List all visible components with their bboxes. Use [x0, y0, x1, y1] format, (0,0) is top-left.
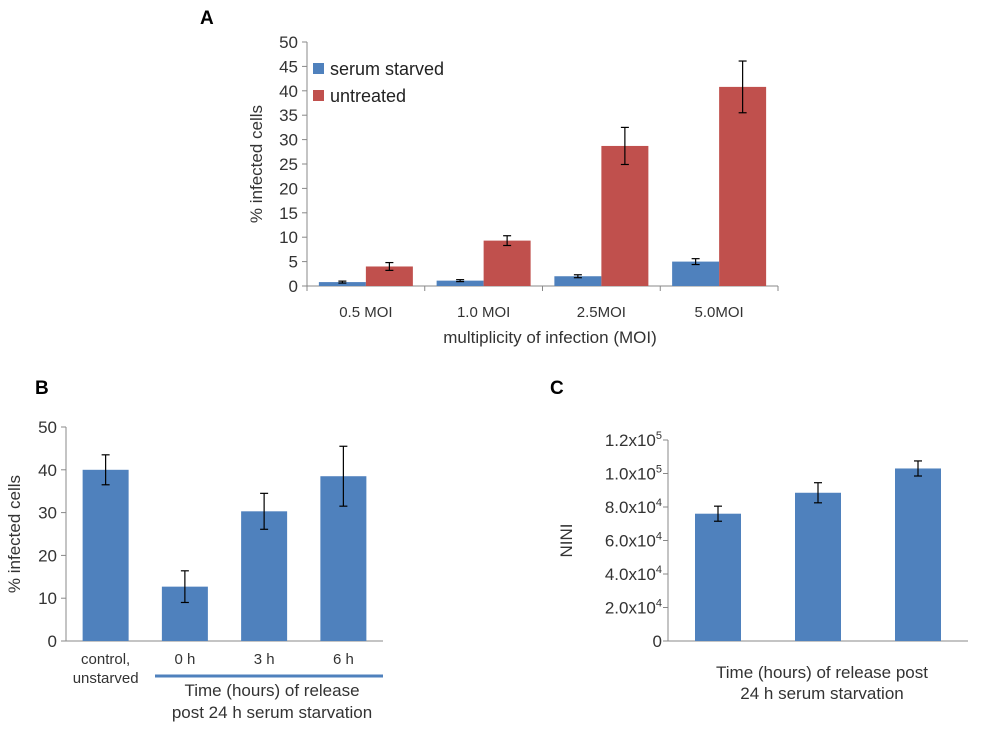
panel-b-bar: [82, 469, 129, 641]
panel-b-y-tick-label: 0: [48, 632, 57, 651]
panel-a-legend-swatch: [313, 90, 324, 101]
panel-b-y-tick-label: 10: [38, 589, 57, 608]
panel-b-y-tick-label: 30: [38, 504, 57, 523]
panel-c-bar: [895, 468, 941, 641]
panel-a-y-tick-label: 15: [279, 204, 298, 223]
panel-a-bar: [318, 282, 366, 286]
panel-b-y-tick-label: 50: [38, 418, 57, 437]
panel-c-chart: 0 2.0x104 4.0x104 6.0x104 8.0x104 1.0x105 1.2x…: [557, 430, 968, 703]
panel-a-y-axis-title: % infected cells: [247, 105, 266, 223]
panel-a-y-tick-label: 5: [289, 253, 298, 272]
panel-c-bar: [795, 492, 841, 641]
panel-c-y-tick-label: 2.0x104: [605, 598, 662, 618]
panel-c-y-tick-label: 8.0x104: [605, 497, 662, 517]
panel-a-bar: [483, 240, 531, 286]
panel-c-bar: [695, 513, 741, 641]
panel-a-legend-label: serum starved: [330, 59, 444, 79]
panel-a-y-tick-label: 10: [279, 228, 298, 247]
panel-a-bar: [554, 276, 602, 286]
panel-b-group-label: Time (hours) of release post 24 h serum s…: [172, 681, 372, 722]
panel-a-x-tick-label: 5.0MOI: [695, 304, 744, 321]
panel-a-bar: [365, 266, 413, 286]
panel-b-x-tick-label: control, unstarved: [73, 651, 139, 687]
panel-b-x-tick-label: 0 h: [174, 651, 195, 668]
panel-a-bar: [719, 86, 767, 287]
panel-b-y-tick-label: 40: [38, 461, 57, 480]
panel-c-x-axis-title: Time (hours) of release post 24 h serum s…: [716, 663, 928, 703]
panel-a-x-tick-label: 0.5 MOI: [339, 304, 392, 321]
panel-a-legend-swatch: [313, 63, 324, 74]
panel-b-x-tick-label: 6 h: [333, 651, 354, 668]
panel-a-legend-label: untreated: [330, 86, 406, 106]
panel-b-y-axis-title: % infected cells: [5, 475, 24, 593]
panel-b-letter: B: [35, 378, 49, 399]
panel-c-y-tick-label: 4.0x104: [605, 564, 662, 584]
panel-a-y-tick-label: 25: [279, 155, 298, 174]
panel-a-x-axis-title: multiplicity of infection (MOI): [443, 328, 657, 347]
panel-a-y-tick-label: 20: [279, 179, 298, 198]
panel-c-y-tick-label: 6.0x104: [605, 531, 662, 551]
panel-a-y-tick-label: 50: [279, 33, 298, 52]
panel-c-y-tick-label: 1.0x105: [605, 464, 662, 484]
panel-a-y-tick-label: 35: [279, 106, 298, 125]
panel-c-y-tick-label: 1.2x105: [605, 430, 662, 450]
panel-b-x-tick-label: 3 h: [254, 651, 275, 668]
panel-a-bar: [436, 280, 484, 286]
panel-a-y-tick-label: 45: [279, 57, 298, 76]
panel-a-letter: A: [200, 8, 214, 29]
panel-a-y-tick-label: 40: [279, 82, 298, 101]
panel-a-x-tick-label: 2.5MOI: [577, 304, 626, 321]
panel-a-y-tick-label: 30: [279, 131, 298, 150]
panel-a-chart: 0 5 10 15 20 25 30 35 40 45 50 0.5 MOI 1.0 MOI 2.5MOI…: [247, 33, 779, 347]
panel-c-letter: C: [550, 378, 564, 399]
panel-b-y-tick-label: 20: [38, 546, 57, 565]
panel-a-bar: [601, 145, 649, 286]
panel-b-bar: [241, 511, 288, 641]
panel-c-y-tick-label: 0: [653, 632, 662, 651]
panel-b-chart: 0 10 20 30 40 50 control, unstarved 0 h 3 h 6 h Tim…: [5, 418, 383, 722]
panel-a-y-tick-label: 0: [289, 277, 298, 296]
panel-a-bar: [672, 261, 720, 286]
panel-c-y-axis-title: NINI: [557, 524, 576, 558]
panel-a-x-tick-label: 1.0 MOI: [457, 304, 510, 321]
